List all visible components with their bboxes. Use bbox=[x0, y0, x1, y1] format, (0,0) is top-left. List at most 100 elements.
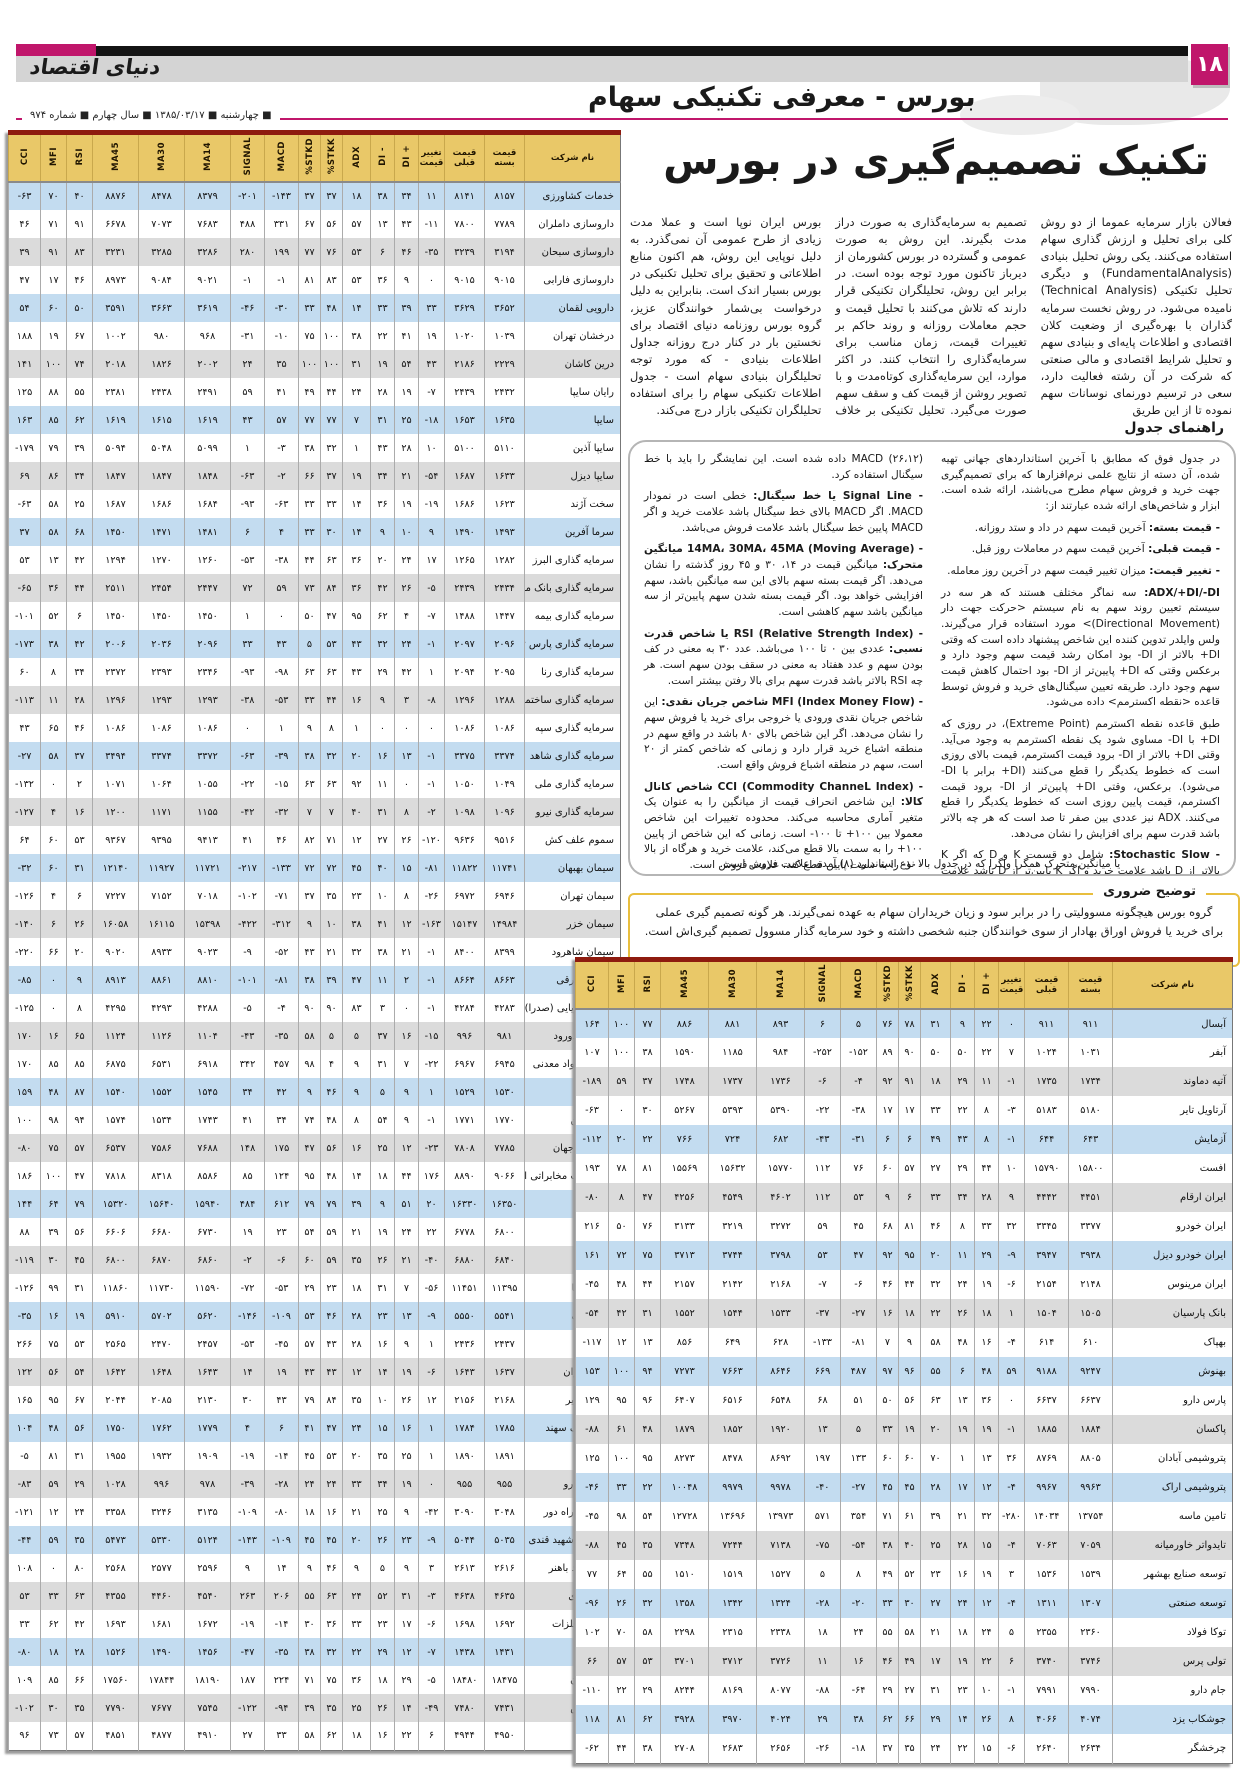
value-cell: -۶ bbox=[840, 1270, 877, 1299]
value-cell: ۶۶۰۶ bbox=[92, 1218, 139, 1246]
value-cell: ۸ bbox=[40, 658, 67, 686]
value-cell: ۲۴ bbox=[394, 1218, 419, 1246]
value-cell: ۱۲۷۲۸ bbox=[660, 1502, 709, 1531]
value-cell: ۳۳ bbox=[876, 1415, 899, 1444]
table-row: سرمایه گذاری بانک ملی۲۴۳۴۲۴۳۹-۵۲۶۴۲۳۶۸۴۷… bbox=[8, 574, 621, 602]
table-row: ایران مرینوس ۲۱۴۸ ۲۱۵۴ -۶ ۱۹ ۲۴ ۳۲ ۴۴ ۴۶ -۶ -۷ ۲۱۶۸… bbox=[575, 1270, 1233, 1299]
value-cell: ۲۹ bbox=[876, 1676, 899, 1705]
value-cell: ۲۱۵۴ bbox=[1024, 1270, 1069, 1299]
value-cell: ۵۷۰۲ bbox=[138, 1302, 185, 1330]
value-cell: -۱۱ bbox=[418, 210, 445, 238]
value-cell: ۸۹ bbox=[876, 1038, 899, 1067]
value-cell: ۹۲ bbox=[876, 1241, 899, 1270]
value-cell: ۶۵۴۸ bbox=[756, 1386, 805, 1415]
value-cell: ۱۱۲ bbox=[804, 1183, 841, 1212]
value-cell: -۱۴۶ bbox=[230, 1302, 265, 1330]
value-cell: ۲۱۳۰ bbox=[184, 1386, 231, 1414]
stock-name-cell: سرمایه گذاری پارس توشه bbox=[524, 630, 621, 658]
value-cell: -۵ bbox=[418, 574, 445, 602]
value-cell: ۵۷ bbox=[342, 210, 371, 238]
value-cell: ۹۵۱۶ bbox=[484, 826, 525, 854]
value-cell: ۵۴ bbox=[634, 1502, 661, 1531]
value-cell: ۳۳ bbox=[608, 1473, 635, 1502]
value-cell: ۲۱۵۶ bbox=[444, 1386, 485, 1414]
value-cell: ۱۰۶۴ bbox=[138, 770, 185, 798]
value-cell: ۲۲ bbox=[634, 1125, 661, 1154]
value-cell: ۸۶۶۴ bbox=[444, 966, 485, 994]
value-cell: ۹۸ bbox=[40, 1106, 67, 1134]
value-cell: ۳۸ bbox=[634, 1038, 661, 1067]
value-cell: ۱۵۳ bbox=[575, 1357, 609, 1386]
value-cell: ۲۳۷۲ bbox=[92, 658, 139, 686]
value-cell: ۱۲۹۳ bbox=[138, 686, 185, 714]
value-cell: ۱۷ bbox=[876, 1096, 899, 1125]
value-cell: ۱۷۳۵ bbox=[1024, 1067, 1069, 1096]
masthead-rule bbox=[16, 118, 1228, 120]
table-row: جوشکاب یزد ۴۰۷۴ ۴۰۶۶ ۸ ۲۶ ۱۴ ۲۹ ۶۶ ۶۲ ۳۸ ۲۹ ۴۰۲۴ ۳۹۷… bbox=[575, 1705, 1233, 1734]
value-cell: ۶۰ bbox=[40, 854, 67, 882]
value-cell: ۶۲ bbox=[370, 602, 395, 630]
value-cell: ۹۵ bbox=[342, 602, 371, 630]
value-cell: ۱۵۶۴۰ bbox=[138, 1190, 185, 1218]
value-cell: ۷۵۸۶ bbox=[138, 1134, 185, 1162]
value-cell: -۱۰۹ bbox=[264, 1526, 299, 1554]
value-cell: ۱ bbox=[230, 602, 265, 630]
value-cell: ۵ bbox=[998, 1618, 1025, 1647]
value-cell: ۱۰۰ bbox=[320, 350, 343, 378]
value-cell: ۵۳۳۰ bbox=[138, 1526, 185, 1554]
value-cell: ۹۳۶۷ bbox=[92, 826, 139, 854]
value-cell: ۳۳ bbox=[40, 1582, 67, 1610]
value-cell: ۶۸۷۰ bbox=[138, 1246, 185, 1274]
value-cell: ۶۴۳ bbox=[1068, 1125, 1113, 1154]
value-cell: ۸۹۳۳ bbox=[138, 938, 185, 966]
stock-name-cell: سرمایه گذاری ساختمان bbox=[524, 686, 621, 714]
value-cell: ۸۳ bbox=[342, 994, 371, 1022]
value-cell: ۶۱۲ bbox=[264, 1190, 299, 1218]
value-cell: ۹۱ bbox=[66, 210, 93, 238]
value-cell: ۶۰ bbox=[40, 826, 67, 854]
table-row: سیمان شاهرود ۸۳۹۹ ۸۴۰۰ -۱ ۲۱ ۳۸ ۳۲ ۲۱ ۴۳ -۵۲ -۹ ۹۰۲… bbox=[8, 938, 621, 966]
value-cell: ۱۸ bbox=[40, 1638, 67, 1666]
value-cell: ۱۹ bbox=[394, 1470, 419, 1498]
value-cell: ۱۲ bbox=[974, 1473, 999, 1502]
value-cell: ۴۹ bbox=[298, 378, 321, 406]
table-row: سایپا دیزل ۱۶۳۳ ۱۶۸۷ -۵۴ ۲۱ ۳۴ ۱۹ ۳۷ ۶۶ -۲ -۶۳ ۱۸۴۸… bbox=[8, 462, 621, 490]
value-cell: -۴۰ bbox=[418, 1246, 445, 1274]
column-header-stkk: STKK% bbox=[320, 130, 343, 183]
value-cell: ۱۹۲۰ bbox=[756, 1415, 805, 1444]
value-cell: ۵۸ bbox=[920, 1328, 951, 1357]
value-cell: ۴۸ bbox=[634, 1415, 661, 1444]
value-cell: ۲۴۹۱ bbox=[184, 378, 231, 406]
value-cell: ۱۴ bbox=[342, 1162, 371, 1190]
value-cell: ۴۷ bbox=[298, 1134, 321, 1162]
value-cell: ۱۲ bbox=[40, 1498, 67, 1526]
value-cell: ۳۶ bbox=[974, 1386, 999, 1415]
value-cell: ۳۰ bbox=[320, 518, 343, 546]
value-cell: ۸۳۹۹ bbox=[484, 938, 525, 966]
table-row: مخابراتی راه دور۳۰۴۸۳۰۹۰-۴۲۹۲۵۲۱۱۶۱۸-۸۰-… bbox=[8, 1498, 621, 1526]
value-cell: ۶۸۴۰ bbox=[484, 1246, 525, 1274]
value-cell: -۷۵ bbox=[804, 1531, 841, 1560]
value-cell: ۱۰۰ bbox=[8, 1106, 41, 1134]
value-cell: ۵ bbox=[298, 630, 321, 658]
value-cell: ۵۲ bbox=[370, 1582, 395, 1610]
value-cell: -۶۵ bbox=[8, 574, 41, 602]
value-cell: ۴۳ bbox=[264, 1386, 299, 1414]
table-row: سرمایه گذاری سپه ۱۰۸۶ ۱۰۸۶ ۰ ۰ ۰ ۱ ۸ ۹ ۱ ۰ ۱۰۸۶ ۱۰۸۶… bbox=[8, 714, 621, 742]
value-cell: ۵۳ bbox=[342, 266, 371, 294]
value-cell: ۲۴ bbox=[394, 630, 419, 658]
value-cell: -۳۱ bbox=[230, 322, 265, 350]
value-cell: ۴۴ bbox=[298, 546, 321, 574]
value-cell: ۳ bbox=[998, 1560, 1025, 1589]
value-cell: ۴۶ bbox=[876, 1270, 899, 1299]
value-cell: ۲۱ bbox=[920, 1618, 951, 1647]
value-cell: ۹ bbox=[230, 1554, 265, 1582]
value-cell: ۱۱۸ bbox=[575, 1705, 609, 1734]
value-cell: ۱۵۲۹ bbox=[444, 1078, 485, 1106]
value-cell: ۹۱۸۸ bbox=[1024, 1357, 1069, 1386]
value-cell: ۱۶۳۵۰ bbox=[484, 1190, 525, 1218]
value-cell: ۲۶ bbox=[66, 910, 93, 938]
value-cell: ۳۸ bbox=[370, 182, 395, 210]
value-cell: ۲۴۳۶ bbox=[444, 1330, 485, 1358]
value-cell: ۳۸ bbox=[370, 938, 395, 966]
